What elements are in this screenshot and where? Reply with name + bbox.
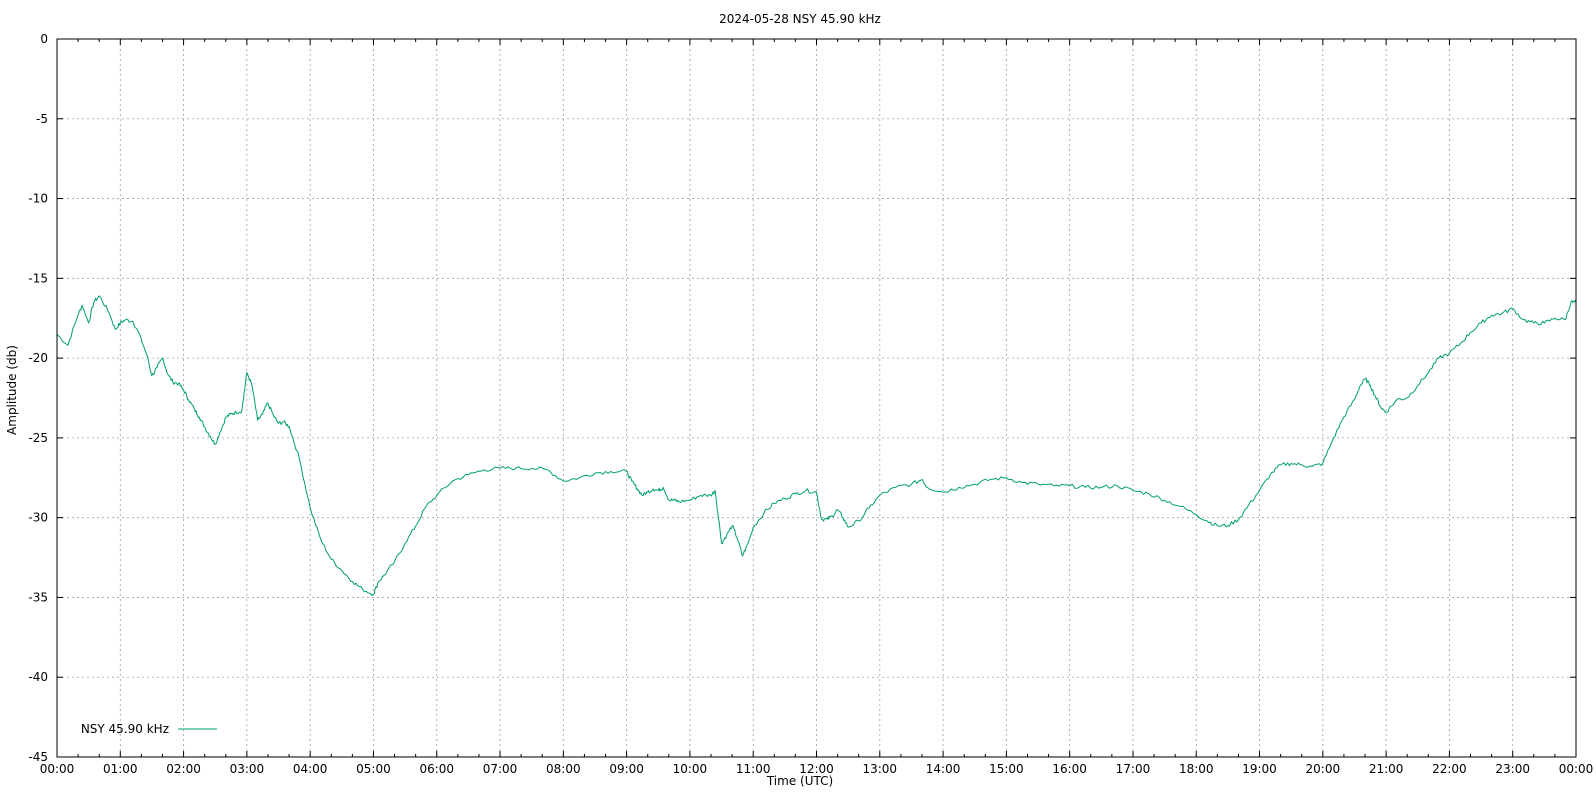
x-tick-label: 15:00 [989,762,1024,776]
x-tick-label: 13:00 [862,762,897,776]
y-axis-label: Amplitude (db) [5,345,19,435]
x-tick-label: 12:00 [799,762,834,776]
y-tick-label: -15 [28,271,48,285]
x-tick-label: 04:00 [293,762,328,776]
series-layer [56,295,1577,596]
x-tick-label: 10:00 [673,762,708,776]
y-tick-label: -35 [28,590,48,604]
x-tick-label: 14:00 [926,762,961,776]
x-tick-label: 00:00 [1559,762,1594,776]
y-tick-label: -10 [28,192,48,206]
x-tick-label: 09:00 [609,762,644,776]
x-tick-label: 11:00 [736,762,771,776]
x-tick-label: 23:00 [1495,762,1530,776]
x-tick-label: 21:00 [1369,762,1404,776]
x-tick-label: 22:00 [1432,762,1467,776]
y-tick-label: -40 [28,670,48,684]
x-tick-label: 16:00 [1052,762,1087,776]
x-tick-label: 19:00 [1242,762,1277,776]
grid [57,39,1576,757]
x-tick-label: 18:00 [1179,762,1214,776]
chart-title: 2024-05-28 NSY 45.90 kHz [719,12,881,26]
x-tick-label: 06:00 [419,762,454,776]
axis-ticks [56,38,1577,758]
y-tick-label: -25 [28,431,48,445]
x-tick-label: 01:00 [103,762,138,776]
x-tick-label: 05:00 [356,762,391,776]
x-tick-labels: 00:00 01:00 02:00 03:00 04:00 05:00 06:00 07:00… [40,762,1594,776]
series-line [56,295,1577,596]
legend-label: NSY 45.90 kHz [81,722,169,736]
y-tick-label: 0 [40,32,48,46]
x-axis-label: Time (UTC) [766,774,833,788]
y-tick-label: -30 [28,511,48,525]
x-tick-label: 03:00 [230,762,265,776]
y-tick-label: -20 [28,351,48,365]
x-tick-label: 08:00 [546,762,581,776]
y-tick-label: -45 [28,750,48,764]
x-tick-label: 02:00 [166,762,201,776]
x-tick-label: 17:00 [1116,762,1151,776]
x-tick-label: 00:00 [40,762,75,776]
x-tick-label: 20:00 [1306,762,1341,776]
y-tick-labels: 0 -5 -10 -15 -20 -25 -30 -35 -40 -45 [28,32,48,764]
x-tick-label: 07:00 [483,762,518,776]
y-tick-label: -5 [36,112,48,126]
legend: NSY 45.90 kHz [81,722,217,736]
